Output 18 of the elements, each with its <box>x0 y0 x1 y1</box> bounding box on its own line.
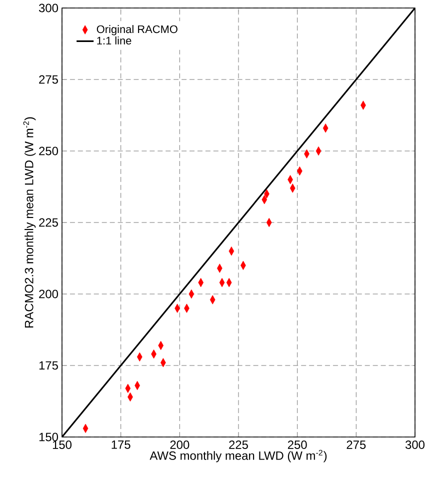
y-tick-label: 250 <box>39 146 58 156</box>
y-tick-label: 225 <box>39 218 58 227</box>
x-tick-label: 300 <box>405 440 425 449</box>
x-tick-label: 150 <box>52 440 72 449</box>
x-axis-title: AWS monthly mean LWD (W m$^{-2}$) <box>150 450 327 462</box>
y-tick-label: 300 <box>38 4 58 12</box>
y-tick-label: 150 <box>39 432 58 442</box>
y-tick-label: 175 <box>39 361 58 370</box>
legend-label: 1:1 line <box>97 36 132 45</box>
y-tick-label: 275 <box>39 75 58 84</box>
x-tick-label: 225 <box>229 440 248 449</box>
x-tick-label: 200 <box>170 440 190 449</box>
y-tick-label: 200 <box>39 290 58 298</box>
y-axis-title: RACMO2.3 monthly mean LWD (W m$^{-2}$) <box>23 117 36 328</box>
x-tick-label: 275 <box>346 440 366 449</box>
x-tick-label: 250 <box>288 440 307 449</box>
legend-label: Original RACMO <box>96 25 178 36</box>
x-tick-label: 175 <box>112 440 130 449</box>
